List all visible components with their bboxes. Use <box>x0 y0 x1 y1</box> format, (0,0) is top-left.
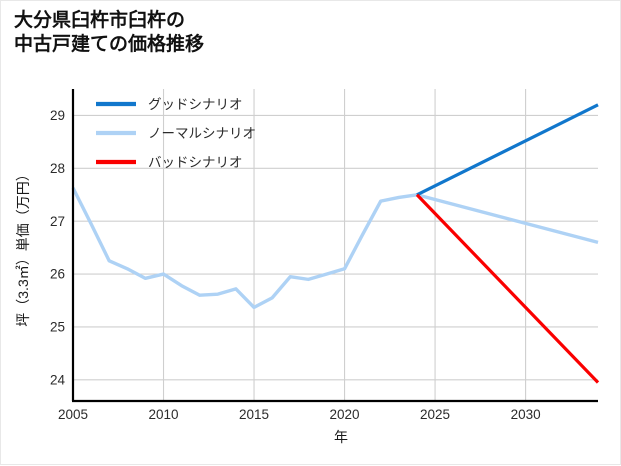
x-tick-label: 2005 <box>58 407 88 422</box>
y-tick-label: 24 <box>50 372 66 387</box>
series-line-good <box>416 103 599 197</box>
series-lines <box>71 103 600 384</box>
x-tick-labels: 2005 2010 2015 2020 2025 2030 <box>58 407 541 422</box>
x-tick-label: 2020 <box>330 407 360 422</box>
legend-label: ノーマルシナリオ <box>148 126 256 141</box>
y-axis-title: 坪（3.3㎡）単価（万円） <box>15 167 31 326</box>
y-tick-labels: 24 25 26 27 28 29 <box>50 108 66 387</box>
y-tick-label: 26 <box>50 267 65 282</box>
series-line-normal <box>71 187 599 310</box>
x-tick-label: 2030 <box>511 407 541 422</box>
x-tick-label: 2010 <box>148 407 178 422</box>
x-tick-label: 2025 <box>420 407 450 422</box>
chart-title: 大分県臼杵市臼杵の 中古戸建ての価格推移 <box>14 10 205 56</box>
x-tick-label: 2015 <box>239 407 269 422</box>
y-tick-label: 25 <box>50 320 65 335</box>
legend-label: バッドシナリオ <box>148 155 243 170</box>
x-axis-title: 年 <box>334 429 348 445</box>
legend-label: グッドシナリオ <box>148 97 243 112</box>
y-tick-label: 29 <box>50 108 65 123</box>
y-tick-label: 28 <box>50 161 65 176</box>
y-tick-label: 27 <box>50 214 65 229</box>
axes <box>71 89 598 403</box>
series-line-bad <box>415 193 600 384</box>
